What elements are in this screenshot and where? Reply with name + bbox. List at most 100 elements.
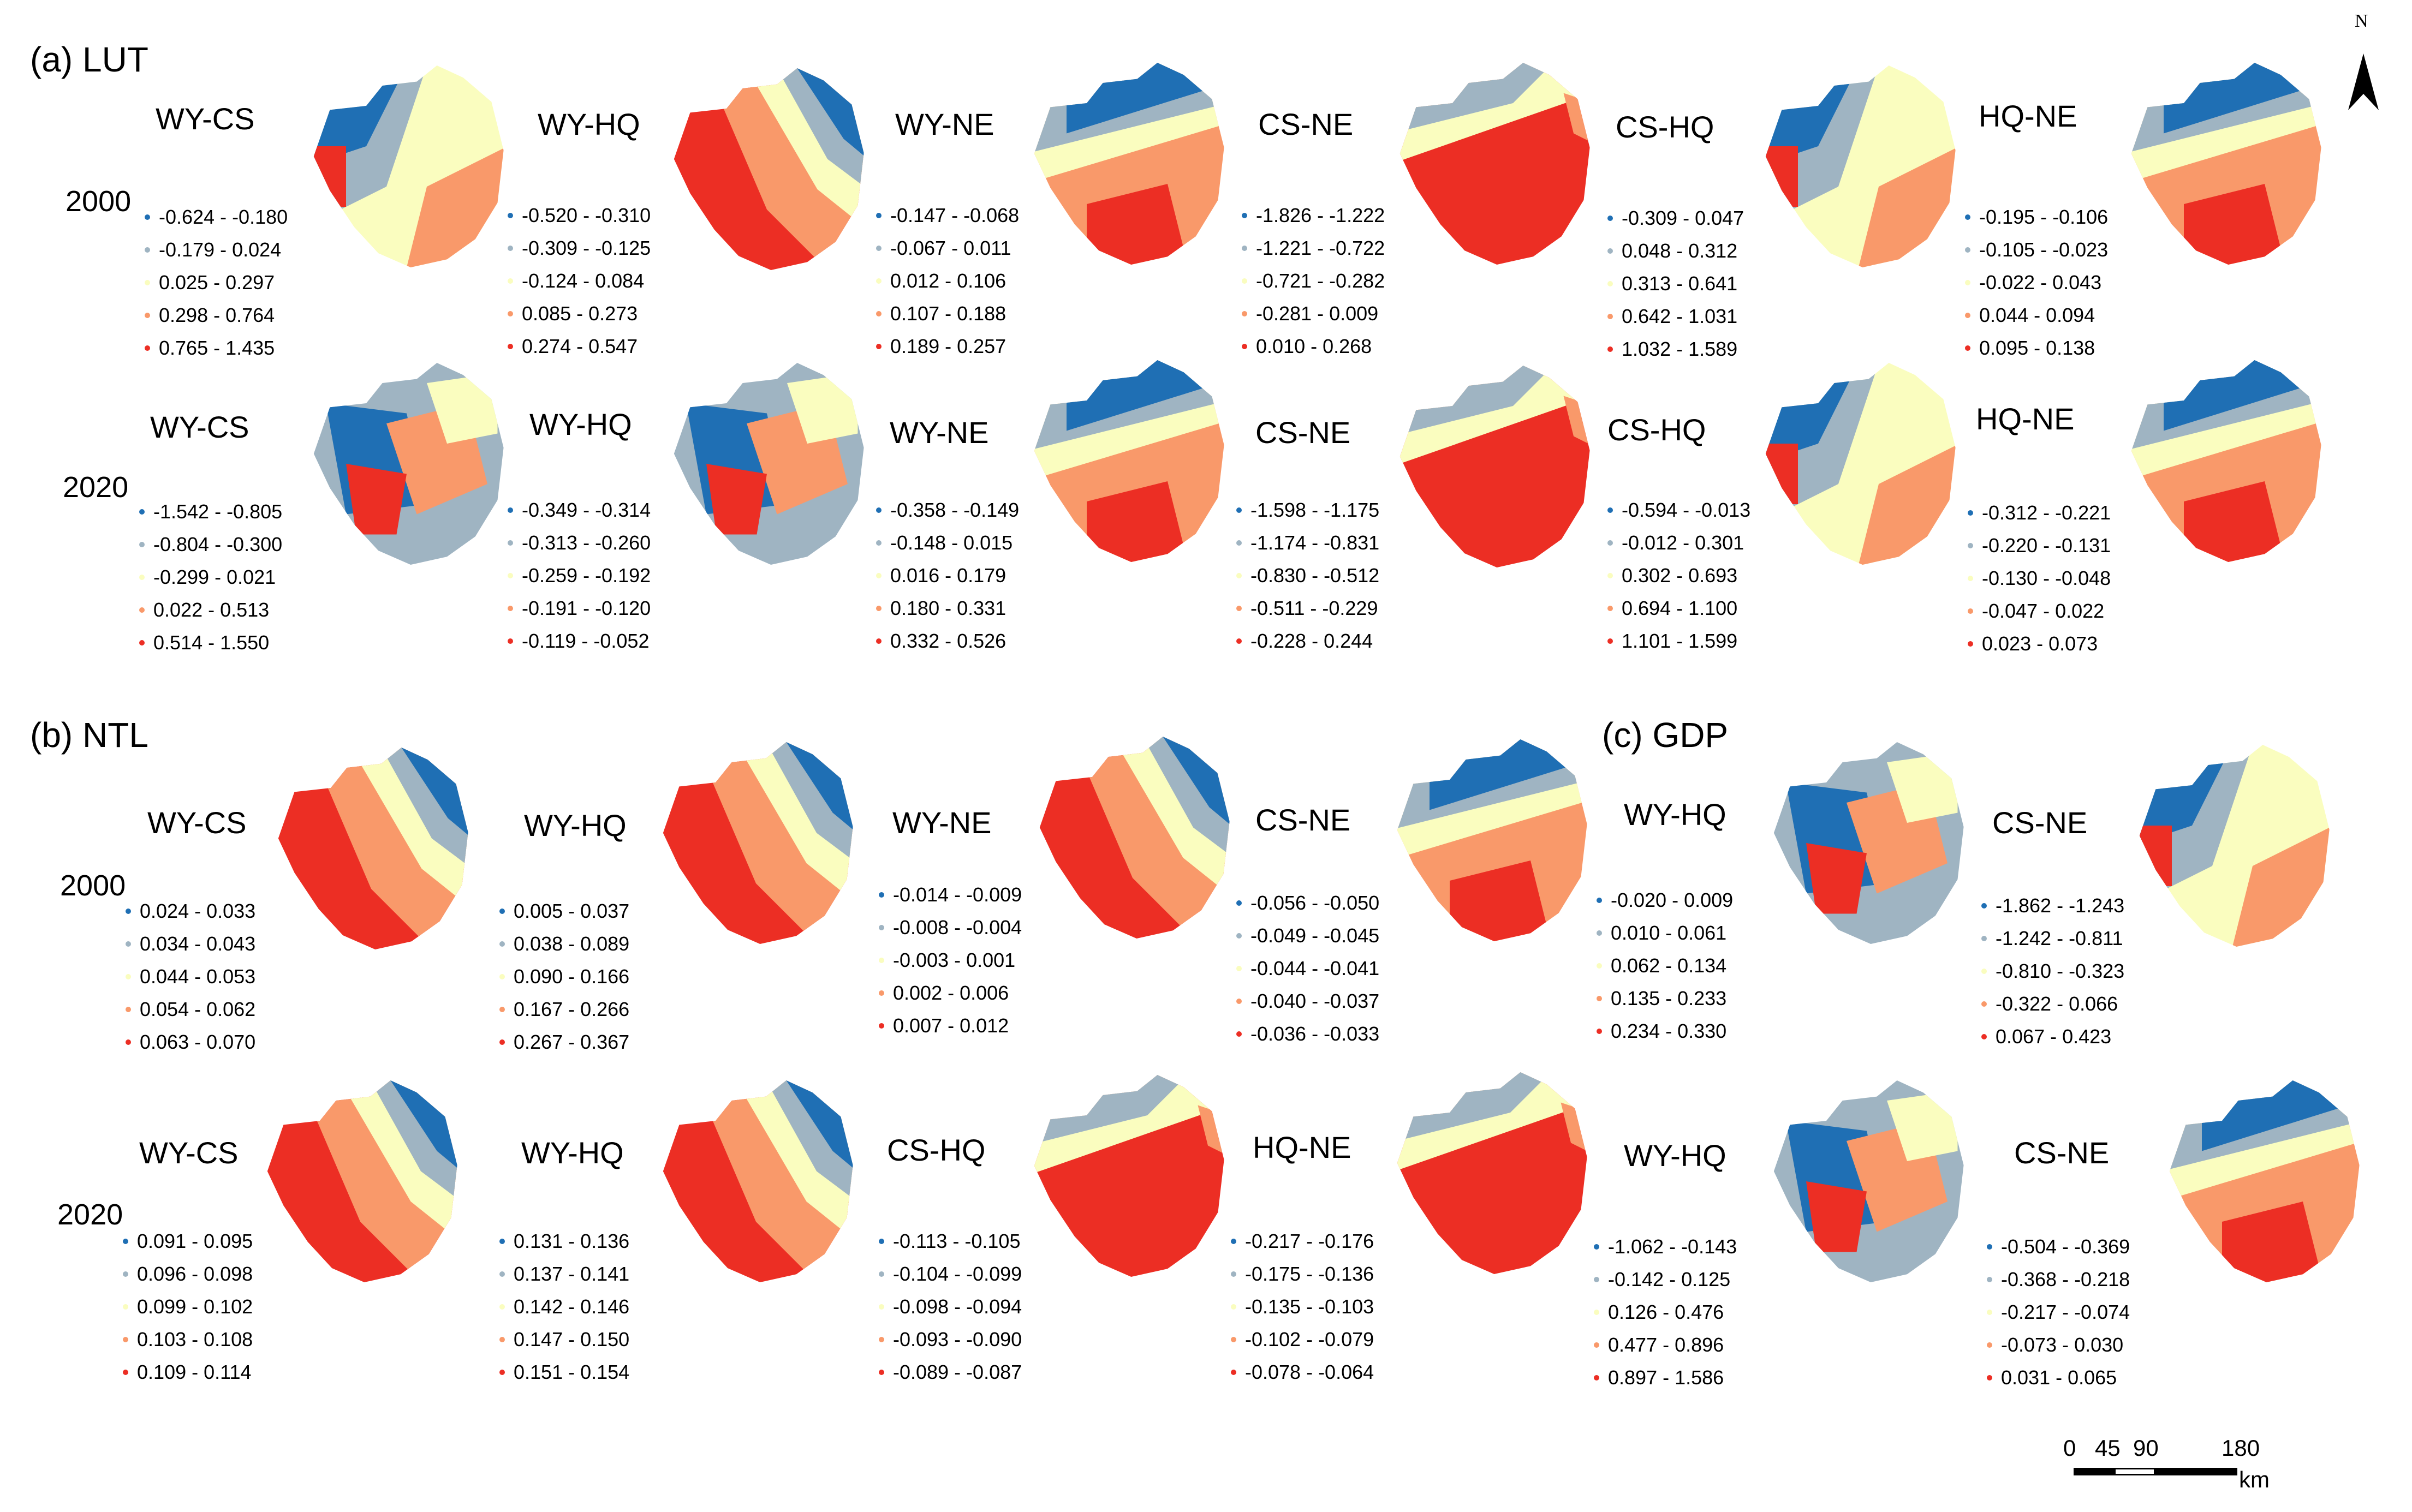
basin-map <box>267 1080 457 1282</box>
legend-item: 0.147 - 0.150 <box>499 1323 629 1356</box>
legend-item: 0.099 - 0.102 <box>123 1290 253 1323</box>
legend-label: -0.119 - -0.052 <box>522 630 650 652</box>
year-label: 2020 <box>57 1198 123 1231</box>
scale-tick-90: 90 <box>2133 1435 2159 1461</box>
map-zone <box>2184 184 2285 265</box>
legend-label: -0.312 - -0.221 <box>1982 501 2111 524</box>
legend-item: -0.093 - -0.090 <box>879 1323 1022 1356</box>
legend-label: 0.151 - 0.154 <box>514 1361 630 1383</box>
map-legend: -0.217 - -0.176 -0.175 - -0.136 -0.135 - -… <box>1231 1225 1374 1389</box>
legend-label: -0.036 - -0.033 <box>1250 1023 1380 1045</box>
legend-swatch <box>876 344 882 349</box>
legend-item: -0.804 - -0.300 <box>139 528 282 561</box>
scale-bar-graphic <box>2074 1468 2237 1475</box>
map-legend: -0.147 - -0.068 -0.067 - 0.011 0.012 - 0.1… <box>876 199 1019 363</box>
legend-item: -1.221 - -0.722 <box>1242 232 1385 265</box>
legend-label: -0.830 - -0.512 <box>1250 564 1380 587</box>
legend-swatch <box>145 345 150 351</box>
legend-swatch <box>1607 216 1613 221</box>
map-legend: -0.312 - -0.221 -0.220 - -0.131 -0.130 - -… <box>1968 497 2111 660</box>
legend-swatch <box>1968 576 1973 581</box>
legend-item: 0.298 - 0.764 <box>145 299 288 332</box>
legend-label: 0.135 - 0.233 <box>1611 987 1727 1009</box>
legend-swatch <box>499 1271 505 1277</box>
legend-swatch <box>508 278 513 284</box>
legend-label: -0.142 - 0.125 <box>1608 1268 1731 1290</box>
legend-label: 0.012 - 0.106 <box>890 270 1007 292</box>
basin-map <box>1765 363 1956 565</box>
map-title: CS-NE <box>1255 803 1351 837</box>
legend-item: -0.309 - 0.047 <box>1607 202 1744 235</box>
legend-item: -0.130 - -0.048 <box>1968 562 2111 595</box>
legend-item: 0.007 - 0.012 <box>879 1009 1022 1042</box>
legend-item: -0.105 - -0.023 <box>1965 234 2108 266</box>
legend-swatch <box>1236 606 1242 611</box>
legend-label: -0.067 - 0.011 <box>890 237 1011 259</box>
legend-item: -0.349 - -0.314 <box>508 494 651 527</box>
legend-swatch <box>1607 573 1613 578</box>
north-arrow-icon <box>2348 53 2379 110</box>
legend-swatch <box>1607 314 1613 319</box>
map-legend: -0.309 - 0.047 0.048 - 0.312 0.313 - 0.641… <box>1607 202 1744 366</box>
legend-swatch <box>1594 1277 1599 1282</box>
legend-label: -0.014 - -0.009 <box>893 883 1022 906</box>
map-title: CS-NE <box>1992 805 2088 840</box>
legend-swatch <box>879 1304 884 1310</box>
legend-item: 0.151 - 0.154 <box>499 1356 629 1389</box>
legend-label: -0.098 - -0.094 <box>893 1295 1022 1318</box>
map-zone <box>1806 1181 1867 1252</box>
basin-map <box>313 363 504 565</box>
legend-swatch <box>879 1271 884 1277</box>
legend-item: 1.101 - 1.599 <box>1607 625 1750 658</box>
legend-swatch <box>876 213 882 218</box>
legend-item: -0.056 - -0.050 <box>1236 887 1379 919</box>
map-legend: -0.504 - -0.369 -0.368 - -0.218 -0.217 - -… <box>1987 1230 2130 1394</box>
legend-label: -1.542 - -0.805 <box>153 500 283 523</box>
legend-label: -1.174 - -0.831 <box>1250 531 1380 554</box>
legend-item: -0.073 - 0.030 <box>1987 1329 2130 1361</box>
legend-label: 0.313 - 0.641 <box>1622 272 1738 295</box>
legend-label: 0.332 - 0.526 <box>890 630 1007 652</box>
legend-item: 0.023 - 0.073 <box>1968 627 2111 660</box>
map-title: WY-NE <box>890 415 989 450</box>
legend-item: -0.259 - -0.192 <box>508 559 651 592</box>
map-title: WY-HQ <box>538 107 640 141</box>
basin-map <box>663 742 853 944</box>
legend-swatch <box>1607 638 1613 644</box>
legend-label: -0.511 - -0.229 <box>1250 597 1378 619</box>
legend-label: -0.220 - -0.131 <box>1982 534 2111 557</box>
legend-label: -0.228 - 0.244 <box>1250 630 1373 652</box>
legend-swatch <box>876 573 882 578</box>
legend-item: -1.062 - -0.143 <box>1594 1230 1737 1263</box>
legend-item: -0.044 - -0.041 <box>1236 952 1379 985</box>
legend-swatch <box>145 280 150 285</box>
legend-item: 1.032 - 1.589 <box>1607 333 1744 366</box>
legend-swatch <box>499 974 505 979</box>
map-title: WY-HQ <box>1624 1138 1726 1173</box>
legend-swatch <box>1231 1239 1236 1244</box>
legend-item: 0.091 - 0.095 <box>123 1225 253 1258</box>
legend-label: 0.694 - 1.100 <box>1622 597 1738 619</box>
legend-item: 0.109 - 0.114 <box>123 1356 253 1389</box>
legend-swatch <box>1242 278 1247 284</box>
legend-item: -0.322 - 0.066 <box>1981 988 2124 1020</box>
legend-label: 0.642 - 1.031 <box>1622 305 1738 327</box>
map-zone <box>1450 860 1551 941</box>
map-title: CS-NE <box>1258 107 1354 141</box>
legend-label: -0.217 - -0.176 <box>1245 1230 1374 1252</box>
legend-item: -0.179 - 0.024 <box>145 234 288 266</box>
legend-swatch <box>1965 313 1970 318</box>
legend-label: 0.095 - 0.138 <box>1979 337 2095 359</box>
legend-swatch <box>1242 213 1247 218</box>
legend-swatch <box>1597 963 1602 969</box>
legend-item: 0.302 - 0.693 <box>1607 559 1750 592</box>
legend-swatch <box>876 507 882 513</box>
legend-item: -0.119 - -0.052 <box>508 625 651 658</box>
legend-swatch <box>1236 540 1242 546</box>
map-zone <box>1806 843 1867 914</box>
legend-label: -1.862 - -1.243 <box>1996 894 2125 917</box>
legend-item: -0.217 - -0.074 <box>1987 1296 2130 1329</box>
legend-item: 0.090 - 0.166 <box>499 960 629 993</box>
basin-map <box>313 65 504 267</box>
legend-label: -0.147 - -0.068 <box>890 204 1020 226</box>
